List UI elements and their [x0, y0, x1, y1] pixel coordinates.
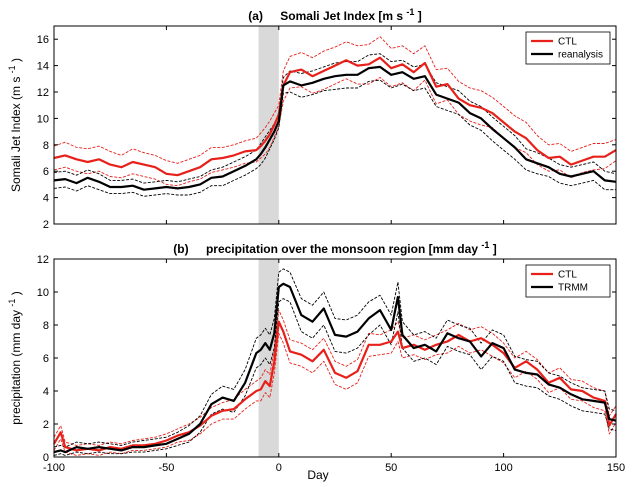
panel-a-title-end: ] — [418, 9, 422, 23]
panel-a-title-prefix: (a) — [248, 9, 263, 23]
panel-a-ylabel-main: Somali Jet Index (m s — [9, 77, 23, 192]
panel-a-ytick-label: 8 — [43, 140, 49, 152]
panel-a-series-ctl-upper — [53, 36, 617, 164]
panel-a-ytick-label: 2 — [43, 219, 49, 231]
panel-a-series-ctl-lower — [53, 77, 617, 187]
panel-b-title-main: precipitation over the monsoon region [m… — [206, 242, 478, 256]
panel-b-xtick-label: -50 — [158, 462, 174, 474]
panel-b-y-axis-label: precipitation (mm day -1 ) — [4, 291, 23, 424]
panel-a-series-reanalysis-lower — [53, 79, 616, 197]
panel-b-ytick-label: 10 — [37, 287, 49, 299]
panel-b-series-trmm-lower — [53, 298, 617, 456]
panel-b-xtick-label: 50 — [385, 462, 397, 474]
panel-b-ytick-label: 0 — [43, 452, 49, 464]
panel-b-onset-shading — [258, 259, 279, 457]
panel-a-ytick-label: 6 — [43, 166, 49, 178]
panel-b-series-ctl-lower — [53, 332, 617, 456]
panel-a-somali-jet-index: 2 4 6 8 10 12 14 16 (a) Somali Jet Index [m s -… — [4, 4, 617, 231]
panel-a-series-reanalysis — [53, 65, 617, 191]
panel-a-legend-box — [525, 31, 611, 65]
panel-a-title: (a) Somali Jet Index [m s -1 ] — [248, 4, 421, 23]
panel-b-legend-box — [525, 264, 611, 298]
panel-b-ytick-label: 8 — [43, 320, 49, 332]
panel-b-xtick-label: -100 — [43, 462, 65, 474]
panel-b-ytick-label: 12 — [37, 254, 49, 266]
panel-b-series-ctl — [53, 320, 617, 452]
panel-a-ytick-label: 14 — [37, 61, 49, 73]
panel-a-ylabel-sup: -1 — [7, 65, 17, 73]
panel-a-ylabel-end: ) — [9, 58, 23, 62]
panel-b-xtick-label: 150 — [607, 462, 625, 474]
panel-b-title-prefix: (b) — [173, 242, 188, 256]
panel-a-title-sup: -1 — [406, 7, 414, 17]
panel-a-frame — [53, 25, 617, 225]
panel-b-title-end: ] — [493, 242, 497, 256]
panel-a-ytick-label: 10 — [37, 113, 49, 125]
panel-a-ytick-label: 12 — [37, 87, 49, 99]
panel-b-ytick-label: 4 — [43, 386, 49, 398]
panel-b-title-sup: -1 — [481, 240, 489, 250]
panel-a-title-main: Somali Jet Index [m s — [280, 9, 403, 23]
panel-b-ylabel-end: ) — [9, 291, 23, 295]
panel-b-series-ctl-upper — [53, 309, 617, 446]
panel-b-xtick-label: 100 — [494, 462, 512, 474]
panel-a-y-axis-label: Somali Jet Index (m s -1 ) — [4, 58, 23, 192]
panel-a-series-ctl — [53, 56, 617, 177]
panel-b-ylabel-sup: -1 — [7, 299, 17, 307]
panel-b-title: (b) precipitation over the monsoon regio… — [173, 237, 496, 256]
panel-b-ytick-label: 2 — [43, 419, 49, 431]
panel-b-ylabel-main: precipitation (mm day — [9, 310, 23, 425]
panel-a-legend-label-reanalysis: reanalysis — [558, 50, 603, 61]
panel-a-onset-shading — [258, 26, 279, 224]
x-axis-label: Day — [307, 468, 328, 482]
panel-b-series-trmm — [53, 282, 617, 454]
panel-b-legend-label-trmm: TRMM — [558, 283, 588, 294]
panel-a-ytick-label: 16 — [37, 34, 49, 46]
panel-a-ytick-label: 4 — [43, 193, 49, 205]
panel-b-series-trmm-upper — [53, 268, 617, 448]
panel-a-series-reanalysis-upper — [53, 53, 617, 184]
panel-b-ytick-label: 6 — [43, 353, 49, 365]
panel-b-legend-label-ctl: CTL — [558, 270, 577, 281]
panel-b-xtick-label: 0 — [276, 462, 282, 474]
panel-a-legend-label-ctl: CTL — [558, 37, 577, 48]
panel-b-precipitation: -100 -50 0 50 100 150 0 2 4 6 8 10 12 (b) precipitat… — [4, 237, 625, 474]
